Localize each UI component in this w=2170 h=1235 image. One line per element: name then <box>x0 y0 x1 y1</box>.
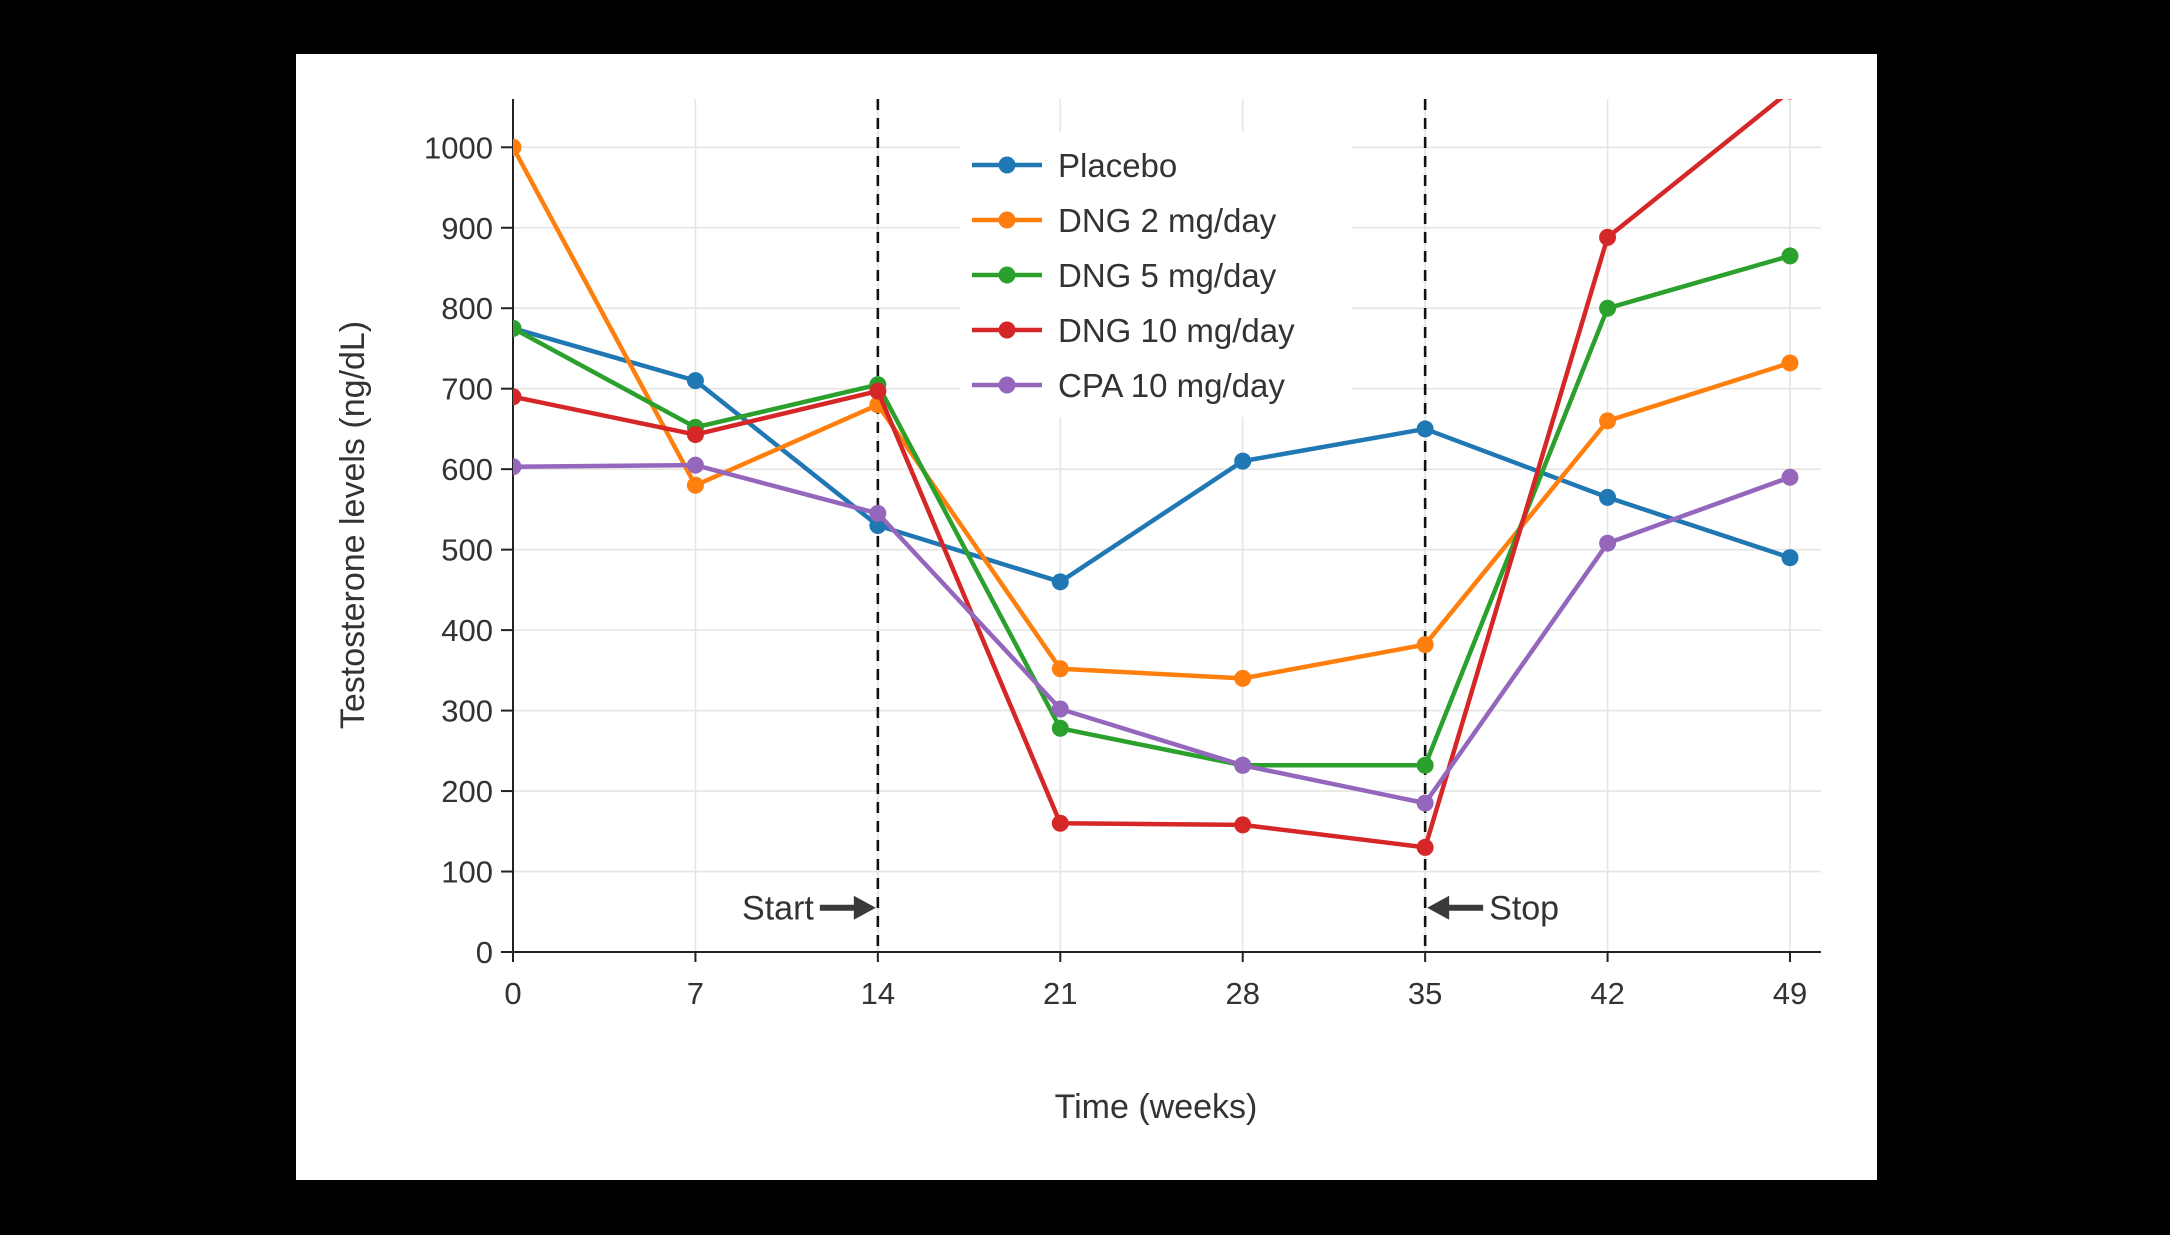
data-point-marker <box>1051 814 1069 832</box>
data-point-marker <box>513 388 522 406</box>
x-tick-label: 21 <box>1043 976 1077 1011</box>
series-line <box>513 326 1793 585</box>
legend-marker-dot <box>998 266 1016 284</box>
data-point-marker <box>513 138 522 156</box>
y-tick-label: 400 <box>441 613 493 648</box>
data-point-marker <box>1234 756 1252 774</box>
data-point-marker <box>686 372 704 390</box>
y-axis-title: Testosterone levels (ng/dL) <box>334 321 372 729</box>
y-tick-label: 100 <box>441 855 493 890</box>
legend: Placebo DNG 2 mg/day DNG 5 mg/day DNG 10 mg… <box>960 132 1352 417</box>
x-tick-label: 0 <box>504 976 521 1011</box>
data-point-marker <box>1599 488 1617 506</box>
annotation-start: Start <box>742 890 876 928</box>
data-point-marker <box>686 456 704 474</box>
x-tick-label: 49 <box>1773 976 1807 1011</box>
data-point-marker <box>1416 636 1434 654</box>
annotation-stop: Stop <box>1427 890 1559 928</box>
annotations: Start Stop <box>742 890 1559 928</box>
legend-label: DNG 2 mg/day <box>1058 202 1277 239</box>
data-point-marker <box>1781 247 1799 265</box>
annotation-arrowhead-left-icon <box>1427 895 1450 920</box>
data-point-marker <box>1234 669 1252 687</box>
x-tick-label: 7 <box>687 976 704 1011</box>
legend-item-placebo[interactable]: Placebo <box>972 147 1177 184</box>
x-axis-title: Time (weeks) <box>1055 1088 1258 1126</box>
legend-marker-dot <box>998 321 1016 339</box>
data-point-marker <box>513 319 522 337</box>
legend-label: Placebo <box>1058 147 1177 184</box>
legend-marker-dot <box>998 156 1016 174</box>
data-series <box>513 99 1799 856</box>
legend-marker-dot <box>998 211 1016 229</box>
data-point-marker <box>1234 452 1252 470</box>
data-point-marker <box>1051 573 1069 591</box>
data-point-marker <box>1781 549 1799 567</box>
annotation-text: Start <box>742 890 814 928</box>
legend-label: DNG 5 mg/day <box>1058 257 1277 294</box>
y-tick-label: 700 <box>441 372 493 407</box>
y-tick-label: 800 <box>441 291 493 326</box>
series-line <box>513 99 1784 850</box>
data-point-marker <box>1051 719 1069 737</box>
legend-label: DNG 10 mg/day <box>1058 312 1295 349</box>
series-cpa-10-mg-day <box>513 456 1799 812</box>
data-point-marker <box>869 382 887 400</box>
legend-item-dng-10-mg-day[interactable]: DNG 10 mg/day <box>972 312 1295 349</box>
y-tick-label: 300 <box>441 694 493 729</box>
data-point-marker <box>1599 299 1617 317</box>
series-line <box>513 253 1793 768</box>
y-tick-label: 900 <box>441 211 493 246</box>
data-point-marker <box>1781 354 1799 372</box>
series-placebo <box>513 319 1799 591</box>
series-line <box>513 462 1793 806</box>
y-tick-label: 500 <box>441 533 493 568</box>
data-point-marker <box>1416 420 1434 438</box>
y-tick-label: 1000 <box>424 130 493 165</box>
legend-item-dng-2-mg-day[interactable]: DNG 2 mg/day <box>972 202 1277 239</box>
annotation-text: Stop <box>1489 890 1559 928</box>
y-tick-label: 200 <box>441 774 493 809</box>
data-point-marker <box>1787 99 1793 100</box>
axes: 0 7 14 21 28 35 42 49 0 100 200 300 400 500 600 700 800 9… <box>424 99 1821 1011</box>
data-point-marker <box>1416 838 1434 856</box>
data-point-marker <box>686 426 704 444</box>
x-tick-label: 14 <box>861 976 895 1011</box>
data-point-marker <box>1416 794 1434 812</box>
data-point-marker <box>1599 534 1617 552</box>
x-tick-label: 28 <box>1225 976 1259 1011</box>
data-point-marker <box>1599 228 1617 246</box>
data-point-marker <box>869 504 887 522</box>
data-point-marker <box>1051 660 1069 678</box>
data-point-marker <box>513 458 522 476</box>
y-tick-label: 0 <box>476 935 493 970</box>
data-point-marker <box>686 476 704 494</box>
legend-marker-dot <box>998 376 1016 394</box>
legend-label: CPA 10 mg/day <box>1058 367 1285 404</box>
legend-item-cpa-10-mg-day[interactable]: CPA 10 mg/day <box>972 367 1285 404</box>
data-point-marker <box>1051 700 1069 718</box>
x-tick-label: 35 <box>1408 976 1442 1011</box>
data-point-marker <box>1416 756 1434 774</box>
data-point-marker <box>1234 816 1252 834</box>
data-point-marker <box>1781 468 1799 486</box>
testosterone-line-chart: 0 7 14 21 28 35 42 49 0 100 200 300 400 500 600 700 800 9… <box>334 99 1821 1126</box>
data-point-marker <box>1599 412 1617 430</box>
x-tick-label: 42 <box>1590 976 1624 1011</box>
legend-item-dng-5-mg-day[interactable]: DNG 5 mg/day <box>972 257 1277 294</box>
annotation-arrowhead-right-icon <box>853 895 876 920</box>
series-dng-10-mg-day <box>513 99 1793 856</box>
chart-card: 0 7 14 21 28 35 42 49 0 100 200 300 400 500 600 700 800 9… <box>296 54 1877 1180</box>
y-tick-label: 600 <box>441 452 493 487</box>
